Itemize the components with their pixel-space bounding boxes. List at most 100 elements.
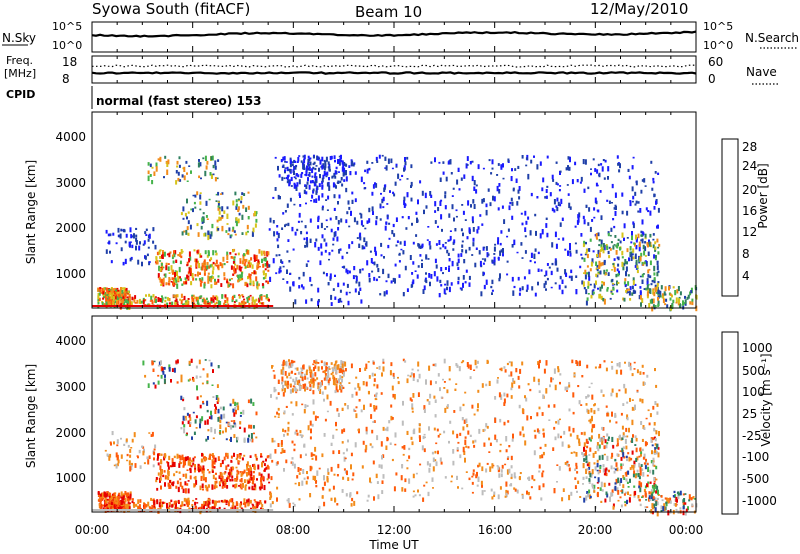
- rti-cell: [619, 480, 621, 486]
- rti-cell: [512, 188, 515, 192]
- rti-cell: [304, 244, 307, 248]
- rti-cell: [216, 219, 219, 223]
- rti-cell: [199, 506, 202, 510]
- rti-cell: [411, 222, 413, 226]
- rti-cell: [262, 270, 265, 276]
- rti-cell: [199, 272, 201, 275]
- rti-cell: [355, 275, 358, 277]
- rti-cell: [658, 431, 660, 437]
- rti-cell: [482, 429, 485, 432]
- rti-cell: [446, 249, 449, 254]
- rti-cell: [545, 288, 547, 291]
- rti-cell: [434, 220, 437, 224]
- rti-cell: [234, 263, 236, 266]
- rti-cell: [202, 297, 205, 300]
- rti-cell: [101, 288, 104, 292]
- rti-cell: [487, 253, 490, 256]
- rti-cell: [491, 463, 494, 469]
- rti-cell: [126, 459, 129, 462]
- rti-cell: [289, 168, 292, 173]
- rti-cell: [412, 261, 415, 265]
- rti-cell: [100, 495, 103, 501]
- rti-cell: [245, 207, 248, 212]
- rti-cell: [183, 418, 186, 421]
- rti-cell: [582, 483, 584, 485]
- rti-cell: [491, 159, 494, 165]
- rti-cell: [570, 275, 573, 281]
- rti-cell: [255, 276, 258, 282]
- rti-cell: [307, 260, 310, 263]
- rti-cell: [384, 225, 387, 231]
- rti-cell: [237, 218, 240, 223]
- rti-cell: [277, 194, 280, 200]
- rti-cell: [503, 421, 506, 426]
- rti-cell: [423, 484, 426, 487]
- rti-cell: [306, 240, 309, 246]
- rti-cell: [636, 469, 639, 473]
- rti-cell: [230, 461, 233, 463]
- rti-cell: [251, 481, 254, 484]
- rti-cell: [489, 442, 492, 446]
- rti-cell: [581, 257, 584, 260]
- rti-cell: [590, 172, 592, 176]
- rti-cell: [212, 298, 215, 303]
- rti-cell: [131, 500, 134, 504]
- rti-cell: [161, 367, 164, 371]
- rti-cell: [277, 443, 280, 447]
- rti-cell: [579, 181, 582, 184]
- rti-cell: [304, 174, 307, 176]
- rti-cell: [128, 296, 131, 303]
- rti-cell: [186, 172, 188, 175]
- rti-cell: [375, 278, 378, 282]
- rti-cell: [260, 473, 263, 479]
- rti-cell: [660, 505, 663, 510]
- rti-cell: [651, 450, 653, 455]
- rti-cell: [611, 489, 614, 493]
- rti-cell: [365, 241, 368, 247]
- rti-cell: [179, 504, 182, 508]
- rti-cell: [323, 370, 326, 374]
- rti-cell: [110, 501, 113, 506]
- rti-cell: [154, 244, 157, 250]
- rti-cell: [639, 256, 642, 262]
- rti-cell: [576, 434, 579, 440]
- rti-cell: [471, 254, 474, 256]
- rti-cell: [196, 223, 199, 227]
- rti-cell: [429, 281, 431, 287]
- rti-cell: [392, 223, 395, 228]
- rti-cell: [589, 238, 592, 242]
- rti-cell: [232, 200, 235, 206]
- rti-cell: [580, 432, 583, 435]
- rti-cell: [417, 243, 420, 247]
- rti-cell: [640, 464, 643, 467]
- rti-cell: [236, 402, 239, 405]
- power-cb-tick-8: 8: [742, 247, 750, 261]
- rti-cell: [401, 464, 404, 466]
- rti-cell: [603, 281, 605, 286]
- rti-cell: [422, 289, 425, 294]
- rti-cell: [106, 303, 109, 306]
- rti-cell: [190, 358, 193, 363]
- rti-cell: [238, 294, 241, 296]
- rti-cell: [461, 487, 464, 490]
- rti-cell: [127, 500, 130, 503]
- rti-cell: [197, 296, 199, 299]
- rti-cell: [311, 180, 314, 183]
- rti-cell: [245, 258, 248, 262]
- rti-cell: [166, 253, 169, 256]
- rti-cell: [226, 477, 229, 482]
- rti-cell: [315, 165, 318, 167]
- rti-cell: [651, 496, 653, 500]
- rti-cell: [556, 207, 559, 212]
- rti-cell: [591, 486, 594, 489]
- rti-cell: [611, 436, 614, 442]
- rti-cell: [197, 162, 200, 168]
- rti-cell: [182, 488, 185, 493]
- rti-cell: [274, 389, 277, 392]
- rti-cell: [444, 242, 447, 244]
- rti-cell: [293, 463, 296, 469]
- rti-cell: [500, 367, 503, 372]
- rti-cell: [584, 253, 587, 256]
- rti-cell: [106, 300, 109, 303]
- rti-cell: [437, 225, 439, 228]
